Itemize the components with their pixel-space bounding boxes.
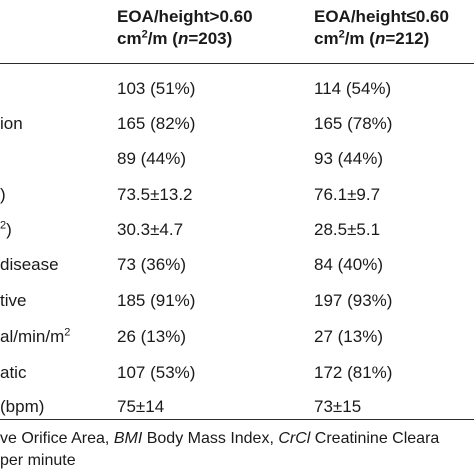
value-eoa-high: 103 (51%) <box>117 79 196 98</box>
column-header-eoa-high-line1: EOA/height>0.60 <box>117 7 253 26</box>
n-count: =212) <box>385 29 430 48</box>
footnote-line2: per minute <box>0 452 76 469</box>
value-eoa-low: 27 (13%) <box>314 327 383 346</box>
row-label-exponent: 2 <box>64 326 71 339</box>
footnote-text: Body Mass Index, <box>142 430 279 447</box>
value-eoa-high: 75±14 <box>117 397 165 416</box>
footnote-text: ve Orifice Area, <box>0 430 114 447</box>
value-eoa-high: 30.3±4.7 <box>117 220 184 239</box>
row-label: tive <box>0 291 26 311</box>
row-label-text: atic <box>0 363 27 382</box>
unit-exponent: 2 <box>141 28 148 41</box>
column-header-eoa-low-line2: cm2/m (n=212) <box>314 28 449 50</box>
column-header-eoa-high-line2: cm2/m (n=203) <box>117 28 253 50</box>
column-header-eoa-low-line1: EOA/height≤0.60 <box>314 7 449 26</box>
unit-tail: /m ( <box>147 29 178 48</box>
row-label-text: disease <box>0 255 59 274</box>
table-row: 103 (51%) 114 (54%) <box>0 72 474 106</box>
header-divider <box>0 63 474 64</box>
value-eoa-high: 26 (13%) <box>117 327 186 346</box>
value-eoa-low: 73±15 <box>314 397 362 416</box>
value-eoa-high: 107 (53%) <box>117 363 196 382</box>
row-label-text: (bpm) <box>0 397 45 416</box>
row-label-text: al/min/m <box>0 327 65 346</box>
value-eoa-high: 165 (82%) <box>117 114 196 133</box>
footnote-abbr-crcl: CrCl <box>278 430 311 447</box>
unit-exponent: 2 <box>338 28 345 41</box>
value-eoa-low: 172 (81%) <box>314 363 393 382</box>
value-eoa-low: 165 (78%) <box>314 114 393 133</box>
column-header-eoa-high: EOA/height>0.60 cm2/m (n=203) <box>117 6 253 50</box>
footnote-abbr-bmi: BMI <box>113 430 143 447</box>
value-eoa-high: 185 (91%) <box>117 291 196 310</box>
footnote-line1: ve Orifice Area, BMI Body Mass Index, Cr… <box>0 428 439 450</box>
table-row: disease 73 (36%) 84 (40%) <box>0 248 474 282</box>
value-eoa-low: 76.1±9.7 <box>314 185 381 204</box>
unit-text: cm <box>314 29 339 48</box>
row-label: (bpm) <box>0 397 44 417</box>
table-bottom-divider <box>0 419 474 420</box>
value-eoa-low: 28.5±5.1 <box>314 220 381 239</box>
row-label: ion <box>0 114 23 134</box>
value-eoa-low: 197 (93%) <box>314 291 393 310</box>
row-label: atic <box>0 363 26 383</box>
table-row: ) 73.5±13.2 76.1±9.7 <box>0 178 474 212</box>
row-label: al/min/m2 <box>0 327 70 347</box>
table-row: (bpm) 75±14 73±15 <box>0 390 474 424</box>
n-count: =203) <box>188 29 233 48</box>
value-eoa-high: 89 (44%) <box>117 149 186 168</box>
column-header-eoa-low: EOA/height≤0.60 cm2/m (n=212) <box>314 6 449 50</box>
row-label: 2) <box>0 220 12 240</box>
table-row: 2) 30.3±4.7 28.5±5.1 <box>0 213 474 247</box>
row-label-text: ) <box>0 185 6 204</box>
value-eoa-low: 93 (44%) <box>314 149 383 168</box>
n-symbol: n <box>177 29 189 48</box>
table-row: ion 165 (82%) 165 (78%) <box>0 107 474 141</box>
row-label: ) <box>0 185 6 205</box>
value-eoa-high: 73.5±13.2 <box>117 185 193 204</box>
n-symbol: n <box>374 29 386 48</box>
row-label: disease <box>0 255 59 275</box>
value-eoa-high: 73 (36%) <box>117 255 186 274</box>
value-eoa-low: 114 (54%) <box>314 79 392 98</box>
footnote-text: Creatinine Cleara <box>310 430 440 447</box>
unit-tail: /m ( <box>344 29 375 48</box>
row-label-exponent: 2 <box>0 219 7 232</box>
table-row: 89 (44%) 93 (44%) <box>0 142 474 176</box>
unit-text: cm <box>117 29 142 48</box>
row-label-text: ion <box>0 114 23 133</box>
table-row: tive 185 (91%) 197 (93%) <box>0 284 474 318</box>
row-label-text: tive <box>0 291 27 310</box>
table-row: atic 107 (53%) 172 (81%) <box>0 356 474 390</box>
row-label-suffix: ) <box>6 220 12 239</box>
value-eoa-low: 84 (40%) <box>314 255 383 274</box>
table-row: al/min/m2 26 (13%) 27 (13%) <box>0 320 474 354</box>
